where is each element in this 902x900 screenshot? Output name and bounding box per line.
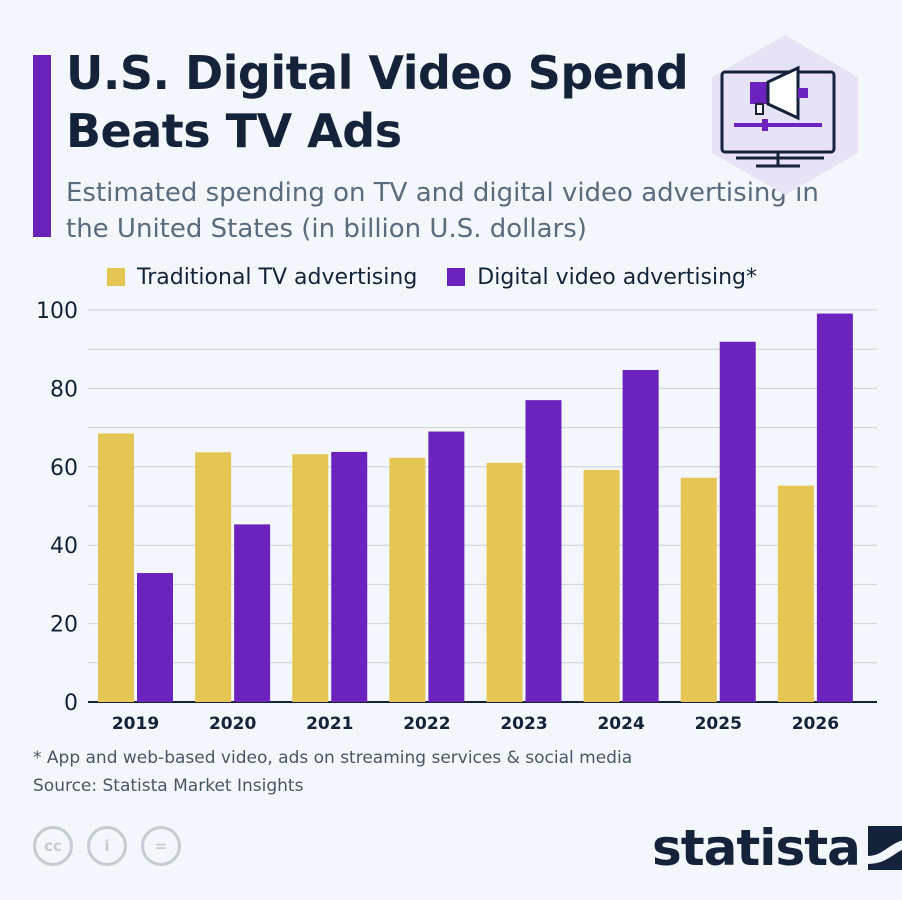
bar-digital [137, 573, 173, 702]
y-tick-label: 0 [64, 691, 78, 716]
y-tick-label: 40 [50, 534, 78, 559]
footnote: * App and web-based video, ads on stream… [33, 748, 633, 768]
cc-icon: cc [33, 826, 73, 866]
bar-tv [195, 452, 232, 702]
bar-digital [331, 451, 368, 702]
bar-digital [234, 524, 271, 702]
legend-item-tv: Traditional TV advertising [107, 265, 417, 290]
attribution-icon: i [87, 826, 127, 866]
bar-digital [525, 400, 562, 702]
bar-tv [583, 469, 620, 702]
bar-digital [622, 369, 659, 702]
x-tick-label: 2019 [112, 714, 159, 734]
title-accent-bar [33, 55, 51, 237]
bar-digital [816, 313, 853, 702]
license-icons: cc i = [33, 826, 195, 866]
x-tick-label: 2025 [695, 714, 742, 734]
bar-tv [389, 457, 426, 702]
statista-mark-icon [867, 826, 902, 870]
x-tick-label: 2020 [209, 714, 256, 734]
legend-item-digital: Digital video advertising* [447, 265, 757, 290]
bar-tv [680, 477, 717, 702]
x-tick-label: 2022 [403, 714, 450, 734]
statista-logo: statista [652, 818, 902, 878]
x-tick-label: 2026 [792, 714, 839, 734]
bar-tv [486, 462, 523, 702]
x-tick-label: 2024 [597, 714, 644, 734]
brand-wordmark: statista [652, 819, 861, 877]
chart-title: U.S. Digital Video Spend Beats TV Ads [66, 46, 689, 158]
legend-swatch-tv [107, 268, 125, 286]
x-tick-label: 2021 [306, 714, 353, 734]
legend-label-digital: Digital video advertising* [477, 264, 757, 290]
bar-tv [777, 485, 814, 702]
chart-legend: Traditional TV advertising Digital video… [107, 262, 787, 292]
y-tick-label: 60 [50, 456, 78, 481]
chart-subtitle: Estimated spending on TV and digital vid… [66, 178, 819, 244]
no-derivatives-icon: = [141, 826, 181, 866]
bar-digital [719, 341, 756, 702]
legend-swatch-digital [447, 268, 466, 286]
megaphone-monitor-icon [700, 30, 870, 200]
bar-digital [428, 431, 465, 702]
legend-label-tv: Traditional TV advertising [137, 264, 418, 290]
bar-tv [292, 454, 329, 702]
x-tick-label: 2023 [500, 714, 547, 734]
y-tick-label: 20 [50, 613, 78, 638]
source-note: Source: Statista Market Insights [33, 776, 304, 796]
bar-tv [98, 433, 134, 702]
bar-chart: 0 20 40 60 80 100 2019 2020 2021 2022 2023 2024 2025… [36, 299, 877, 734]
y-tick-label: 100 [36, 299, 78, 324]
y-tick-label: 80 [50, 377, 78, 402]
